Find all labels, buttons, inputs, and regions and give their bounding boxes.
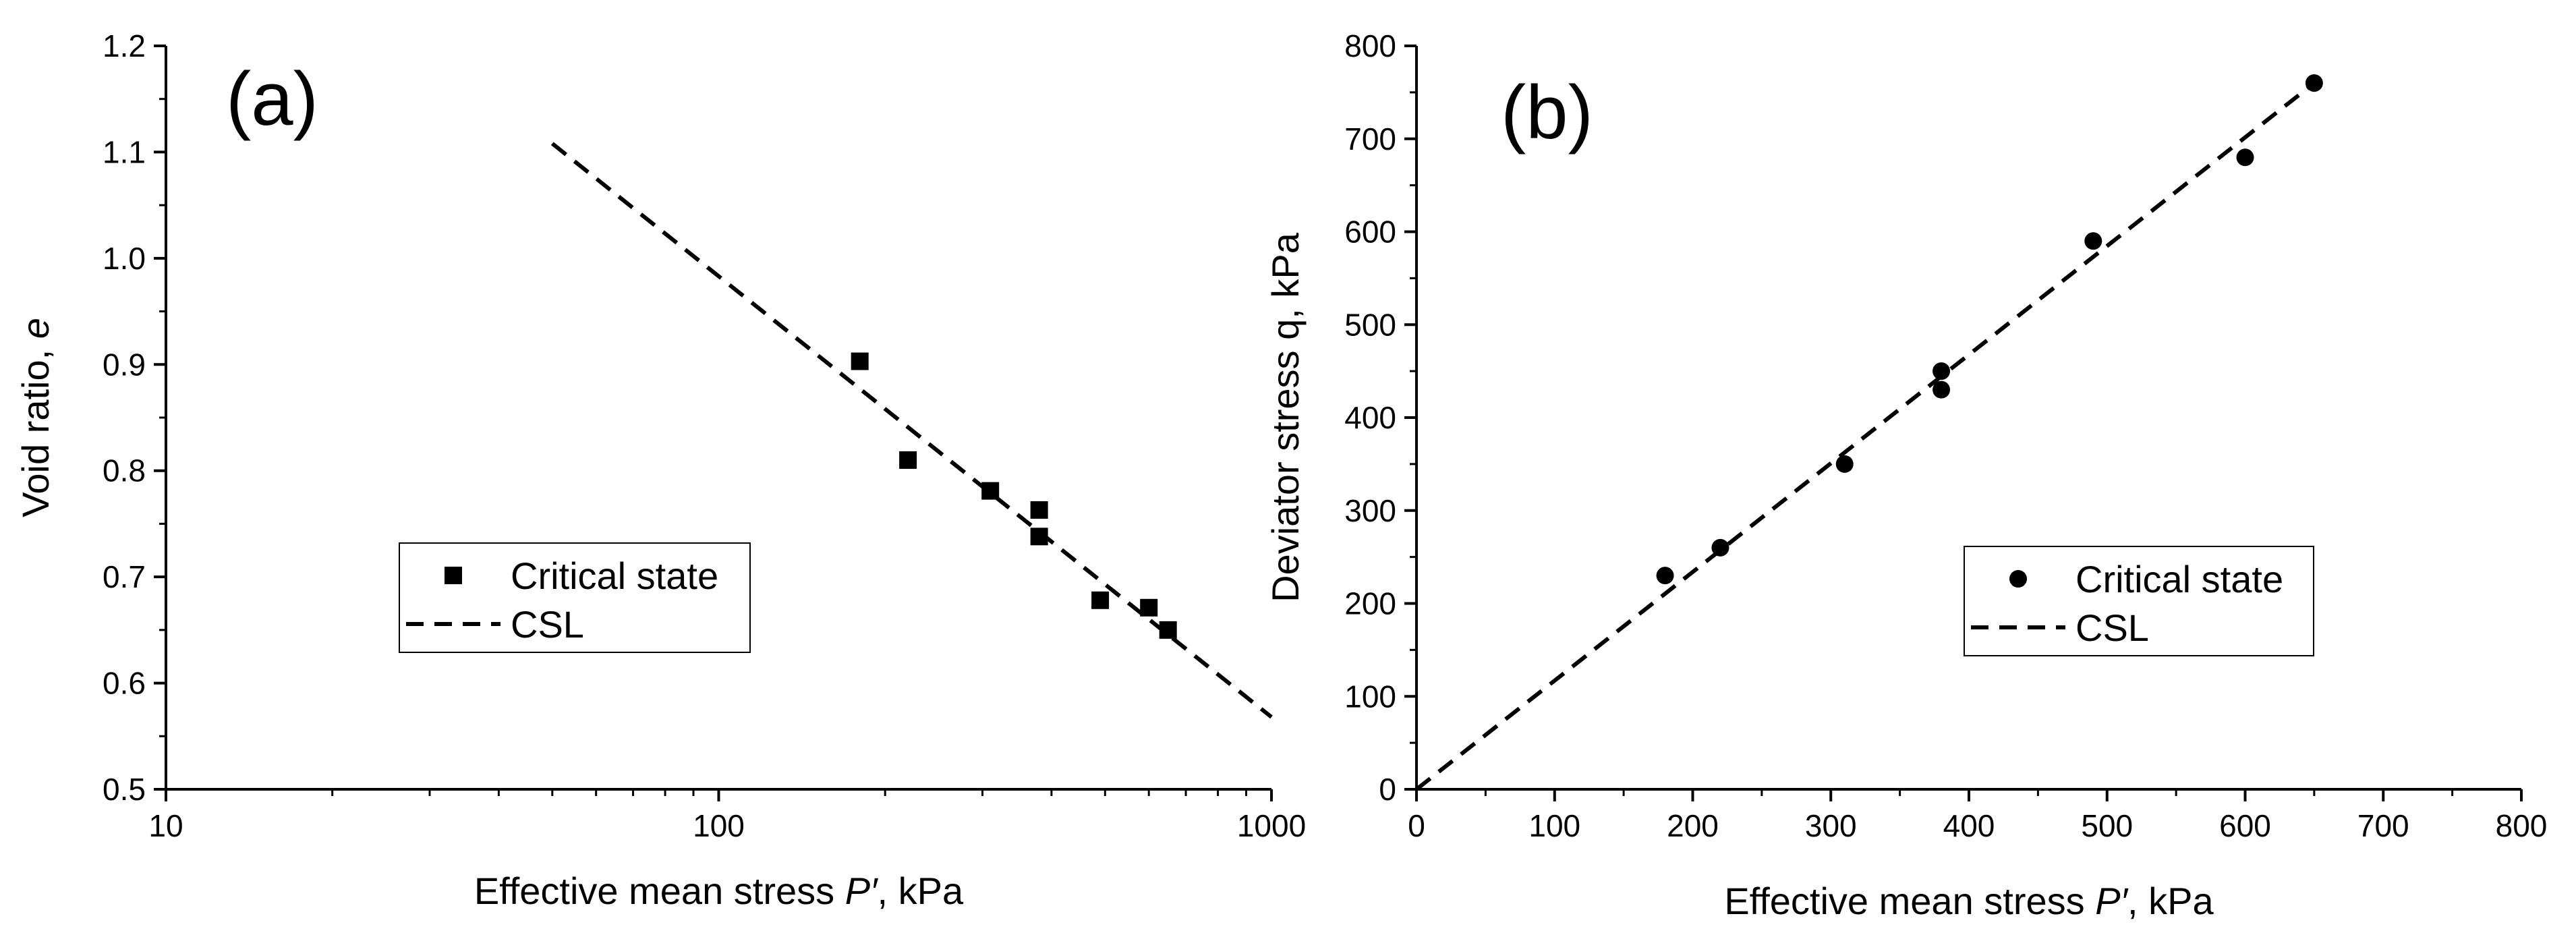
x-tick-label: 100 bbox=[693, 808, 745, 843]
data-point bbox=[1140, 598, 1158, 617]
y-tick-label: 700 bbox=[1344, 121, 1396, 157]
data-point bbox=[1933, 380, 1951, 399]
legend-swatch-marker bbox=[445, 567, 462, 584]
y-tick-label: 300 bbox=[1344, 493, 1396, 528]
x-axis-label: Effective mean stress P′, kPa bbox=[1724, 880, 2214, 922]
data-point bbox=[2236, 148, 2254, 167]
x-tick-label: 0 bbox=[1408, 808, 1425, 843]
data-point bbox=[2084, 232, 2102, 250]
x-axis-label: Effective mean stress P′, kPa bbox=[474, 870, 964, 912]
data-point bbox=[1030, 501, 1048, 519]
y-tick-label: 500 bbox=[1344, 307, 1396, 342]
y-tick-label: 600 bbox=[1344, 215, 1396, 250]
legend-label: Critical state bbox=[511, 555, 718, 597]
y-axis-label: Deviator stress q, kPa bbox=[1264, 232, 1307, 602]
x-tick-label: 100 bbox=[1528, 808, 1580, 843]
y-tick-label: 0.7 bbox=[103, 559, 146, 594]
data-point bbox=[1933, 362, 1951, 380]
chart-panel-b: 0 100 200 300 400 500 600 700 800 0 100 200 300 400 50… bbox=[1264, 28, 2547, 922]
legend: Critical state CSL bbox=[399, 542, 751, 653]
legend-label: CSL bbox=[2076, 606, 2149, 649]
y-tick-label: 0.8 bbox=[103, 453, 146, 488]
y-axis-label: Void ratio, e bbox=[14, 318, 57, 517]
y-tick-label: 0 bbox=[1379, 772, 1396, 807]
panel-label: (b) bbox=[1501, 70, 1593, 154]
legend-box bbox=[399, 542, 751, 653]
y-tick-label: 100 bbox=[1344, 679, 1396, 714]
x-tick-label: 800 bbox=[2496, 808, 2548, 843]
data-point bbox=[1091, 591, 1110, 609]
y-tick-label: 800 bbox=[1344, 28, 1396, 63]
chart-panel-a: 0.5 0.6 0.7 0.8 0.9 1.0 1.1 1.2 10 100 1000 Effecti… bbox=[14, 28, 1306, 912]
x-tick-label: 300 bbox=[1805, 808, 1857, 843]
legend-label: CSL bbox=[511, 603, 584, 646]
x-tick-label: 600 bbox=[2219, 808, 2271, 843]
x-tick-label: 500 bbox=[2081, 808, 2133, 843]
x-tick-label: 700 bbox=[2357, 808, 2409, 843]
y-tick-label: 200 bbox=[1344, 586, 1396, 621]
x-tick-label: 400 bbox=[1943, 808, 1995, 843]
y-tick-label: 400 bbox=[1344, 400, 1396, 435]
y-tick-label: 0.6 bbox=[103, 666, 146, 701]
y-tick-label: 0.9 bbox=[103, 347, 146, 382]
csl-line bbox=[550, 142, 1273, 719]
legend-label: Critical state bbox=[2076, 558, 2283, 600]
data-point bbox=[1835, 455, 1854, 473]
x-tick-label: 10 bbox=[148, 808, 183, 843]
data-point bbox=[1656, 567, 1674, 585]
y-tick-label: 1.1 bbox=[103, 134, 146, 169]
legend: Critical state CSL bbox=[1964, 546, 2314, 656]
panel-label: (a) bbox=[226, 57, 318, 141]
csl-line bbox=[1415, 81, 2316, 791]
y-tick-label: 1.2 bbox=[103, 28, 146, 63]
y-tick-label: 1.0 bbox=[103, 241, 146, 276]
x-tick-label: 200 bbox=[1667, 808, 1719, 843]
legend-swatch-marker bbox=[2009, 570, 2027, 588]
legend-box bbox=[1964, 546, 2314, 656]
data-point bbox=[851, 352, 869, 370]
y-tick-label: 0.5 bbox=[103, 772, 146, 807]
data-point bbox=[899, 451, 917, 469]
x-tick-label: 1000 bbox=[1237, 808, 1306, 843]
